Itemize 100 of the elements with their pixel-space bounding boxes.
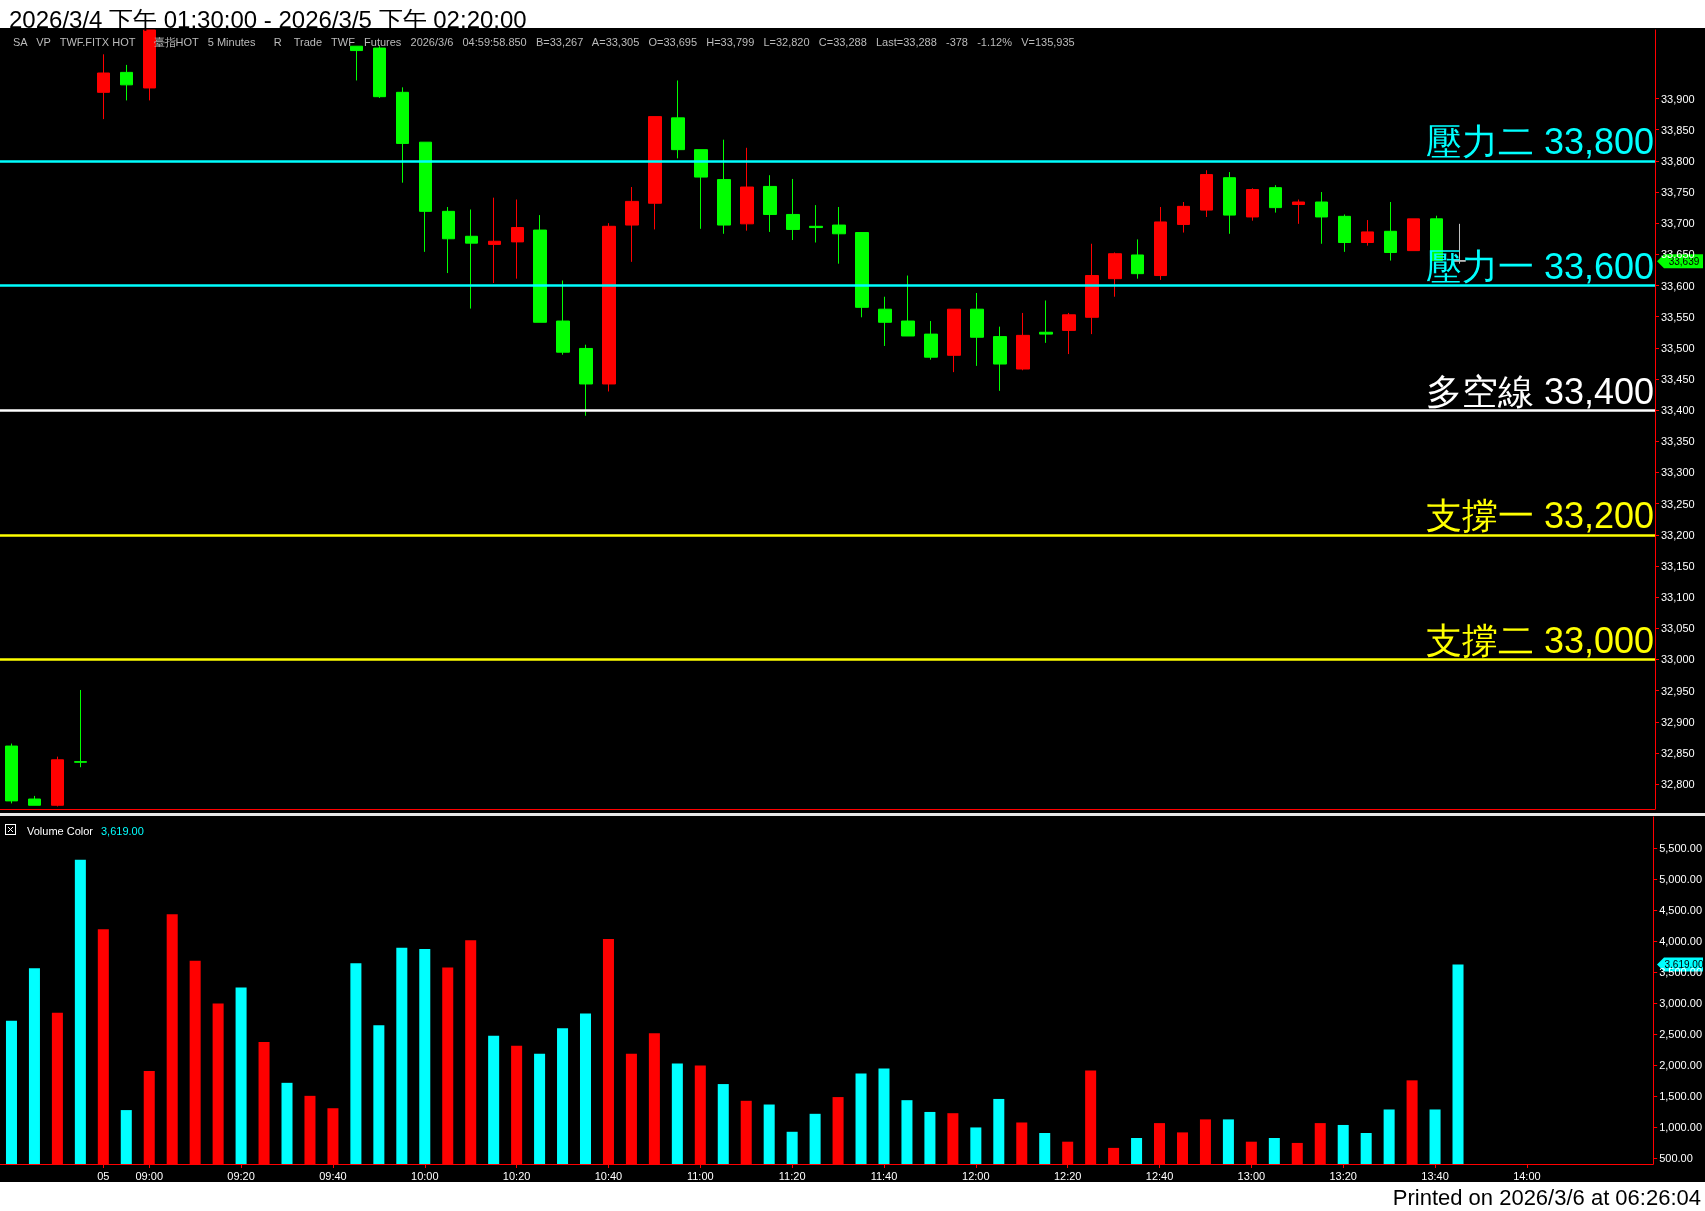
candlestick — [878, 296, 892, 347]
candlestick — [648, 116, 662, 230]
candlestick — [120, 64, 133, 101]
y-tick-label: 33,100 — [1661, 591, 1695, 604]
candlestick — [28, 795, 41, 806]
candlestick — [1016, 312, 1030, 371]
y-tick-label: 32,800 — [1661, 778, 1695, 791]
candlestick — [1384, 201, 1397, 262]
y-tick-label: 32,850 — [1661, 746, 1695, 759]
text: 3,619.00 — [101, 824, 144, 837]
x-tick-label: 13:40 — [1421, 1169, 1449, 1182]
x-tick-label: 10:00 — [411, 1169, 439, 1182]
y-tick-label: 33,800 — [1661, 154, 1695, 167]
x-tick-label: 10:40 — [594, 1169, 623, 1182]
x-tick-label: 13:00 — [1237, 1169, 1266, 1182]
ref-line-label: 支撐二 33,000 — [1425, 619, 1654, 661]
y-tick-label: 33,900 — [1661, 92, 1695, 105]
candlestick — [740, 147, 754, 232]
candlestick — [1062, 312, 1076, 355]
y-tick-label: 33,300 — [1661, 466, 1695, 479]
candlestick — [511, 199, 524, 280]
candlestick — [396, 86, 409, 184]
candlestick — [143, 29, 156, 101]
y-tick-label: 33,700 — [1661, 217, 1695, 230]
x-tick-label: 09:20 — [227, 1169, 255, 1182]
candlestick — [5, 743, 18, 804]
ref-line-label: 支撐一 33,200 — [1425, 495, 1654, 537]
x-tick-label: 09:00 — [135, 1169, 164, 1182]
candlestick — [1361, 219, 1374, 247]
y-tick-label: 2,500.00 — [1659, 1027, 1703, 1040]
candlestick — [1085, 243, 1099, 335]
y-tick-label: 33,050 — [1661, 622, 1695, 635]
y-tick-label: 33,550 — [1661, 310, 1695, 323]
candlestick — [1338, 213, 1351, 253]
candlestick — [1154, 206, 1167, 281]
y-tick-label: 33,450 — [1661, 372, 1695, 385]
x-tick-label: 10:20 — [502, 1169, 531, 1182]
y-tick-label: 33,350 — [1661, 435, 1695, 448]
candlestick — [488, 197, 501, 284]
y-tick-label: 4,000.00 — [1659, 934, 1703, 947]
candlestick — [465, 208, 478, 310]
y-tick-label: 4,500.00 — [1659, 903, 1703, 916]
candlestick — [717, 139, 731, 235]
candlestick — [625, 186, 639, 263]
y-tick-label: 33,000 — [1661, 653, 1695, 666]
candlestick — [602, 222, 616, 392]
y-tick-label: 33,600 — [1661, 279, 1695, 292]
y-tick-label: 1,000.00 — [1659, 1120, 1703, 1133]
y-tick-label: 33,750 — [1661, 186, 1695, 199]
y-tick-label: 500.00 — [1659, 1151, 1693, 1164]
candlestick — [924, 320, 938, 361]
candlestick — [1200, 169, 1213, 218]
candlestick — [1108, 251, 1122, 298]
ref-line-label: 壓力二 33,800 — [1425, 121, 1654, 163]
candlestick — [556, 280, 570, 356]
candlestick — [1315, 191, 1328, 245]
x-tick-label: 11:00 — [686, 1169, 714, 1182]
y-tick-label: 33,850 — [1661, 123, 1695, 136]
candlestick — [694, 149, 708, 230]
x-tick-label: 11:20 — [778, 1169, 806, 1182]
ref-line-label: 多空線 33,400 — [1425, 370, 1654, 412]
x-tick-label: 05 — [97, 1169, 110, 1182]
candlestick — [901, 275, 915, 337]
candlestick — [74, 689, 87, 768]
candlestick — [1269, 184, 1282, 214]
x-tick-label: 12:00 — [962, 1169, 990, 1182]
y-tick-label: 33,500 — [1661, 341, 1695, 354]
text: Volume Color — [27, 824, 94, 837]
y-tick-label: 5,500.00 — [1659, 841, 1703, 854]
candlestick — [1246, 187, 1259, 222]
candlestick — [1292, 199, 1305, 225]
x-tick-label: 13:20 — [1329, 1169, 1357, 1182]
y-tick-label: 3,000.00 — [1659, 996, 1703, 1009]
y-tick-label: 33,250 — [1661, 497, 1695, 510]
y-tick-label: 33,200 — [1661, 528, 1695, 541]
text: Printed on 2026/3/6 at 06:26:04 — [1392, 1184, 1701, 1210]
candlestick — [1039, 299, 1053, 344]
x-tick-label: 12:40 — [1145, 1169, 1174, 1182]
candlestick — [993, 326, 1007, 392]
x-tick-label: 11:40 — [870, 1169, 898, 1182]
candlestick — [350, 45, 363, 81]
candlestick — [419, 141, 432, 253]
candlestick — [671, 79, 685, 159]
y-tick-label: 5,000.00 — [1659, 872, 1703, 885]
candlestick — [809, 204, 823, 244]
candlestick — [97, 53, 110, 120]
y-tick-label: 2,000.00 — [1659, 1058, 1703, 1071]
candlestick — [832, 206, 846, 265]
candlestick — [855, 232, 869, 318]
y-tick-label: 33,150 — [1661, 559, 1695, 572]
candlestick — [970, 292, 984, 367]
x-tick-label: 12:20 — [1053, 1169, 1082, 1182]
candlestick — [442, 206, 455, 274]
y-tick-label: 33,400 — [1661, 404, 1695, 417]
candlestick — [1131, 238, 1144, 280]
candlestick — [786, 178, 800, 241]
candlestick — [1407, 218, 1420, 252]
x-tick-label: 09:40 — [319, 1169, 347, 1182]
y-tick-label: 32,950 — [1661, 684, 1695, 697]
y-tick-label: 32,900 — [1661, 715, 1695, 728]
